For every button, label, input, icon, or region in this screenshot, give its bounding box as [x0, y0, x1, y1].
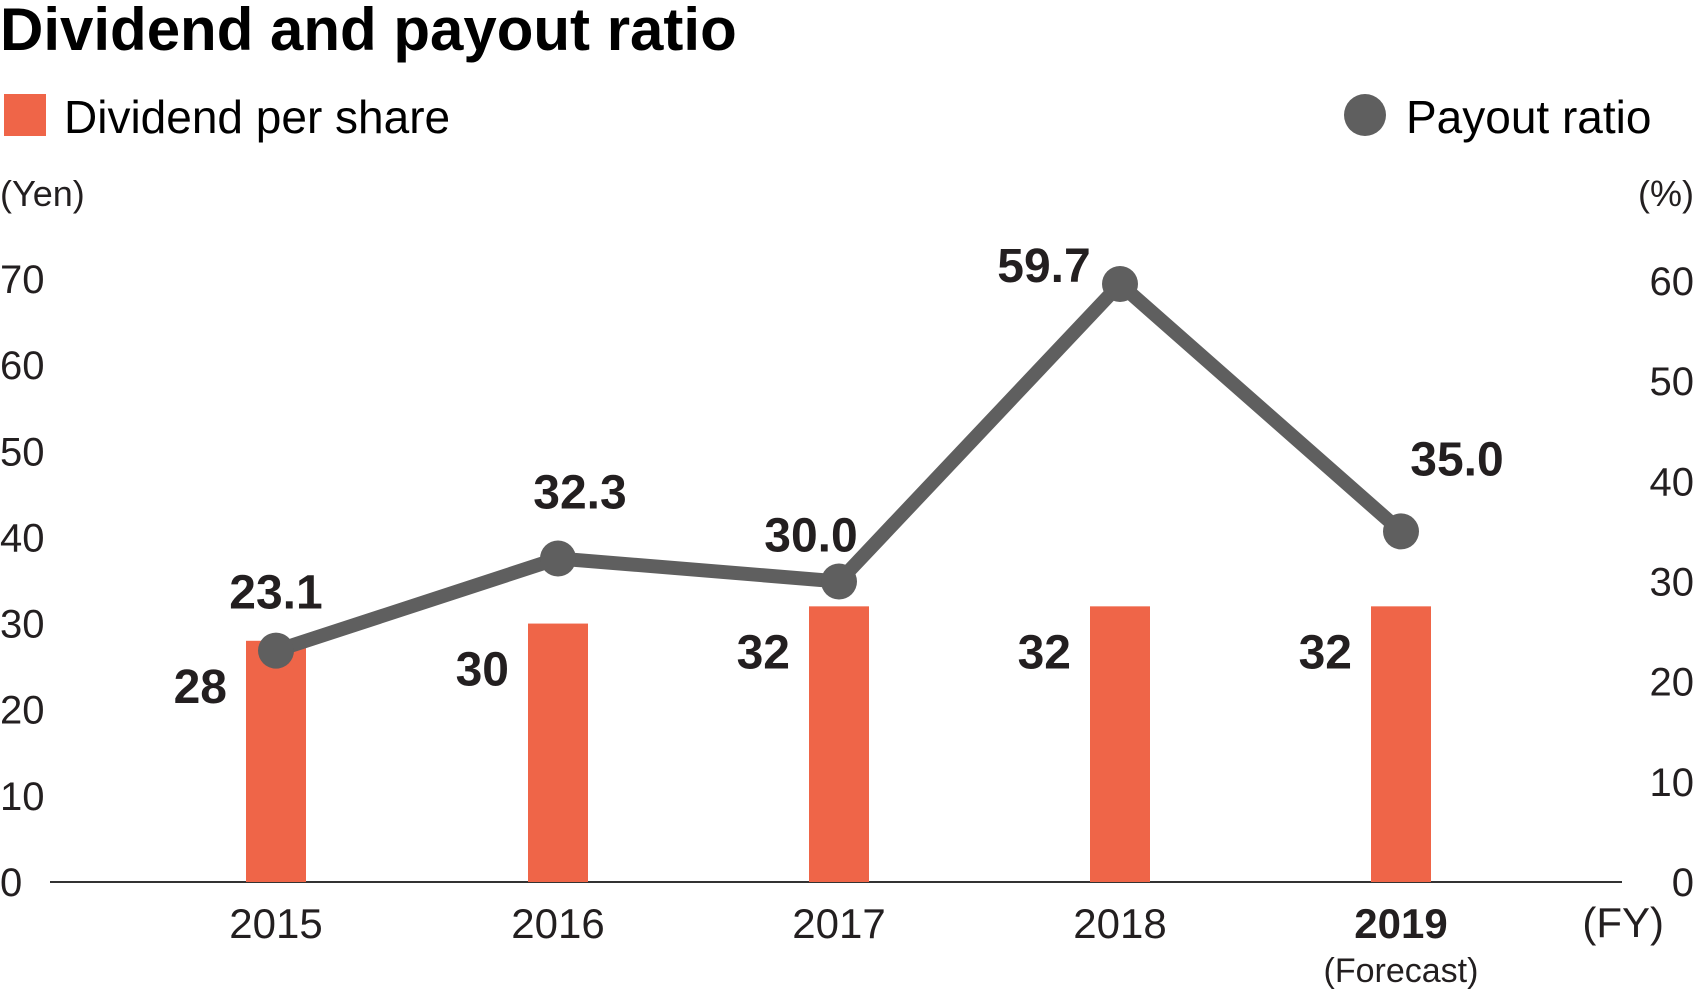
left-tick-7: 70 [0, 258, 45, 302]
x-axis-ticks: 2015 2016 2017 2018 2019 (Forecast) [229, 900, 1478, 990]
left-tick-6: 60 [0, 344, 45, 388]
dividend-bar-2016 [528, 623, 588, 882]
left-tick-5: 50 [0, 430, 45, 474]
left-axis-ticks: 0 10 20 30 40 50 60 70 [0, 258, 45, 905]
dividend-label-2017: 32 [737, 626, 790, 679]
x-tick-2019: 2019 [1354, 900, 1447, 947]
right-tick-0: 0 [1672, 861, 1694, 905]
left-tick-1: 10 [0, 775, 45, 819]
payout-point-labels: 23.1 32.3 30.0 59.7 35.0 [229, 240, 1503, 620]
dividend-label-2018: 32 [1018, 626, 1071, 679]
legend: Dividend per share Payout ratio [4, 91, 1651, 143]
x-tick-2017: 2017 [792, 900, 885, 947]
chart-title: Dividend and payout ratio [0, 0, 737, 63]
right-tick-6: 60 [1650, 260, 1695, 304]
dividend-bars [246, 606, 1431, 882]
payout-point-2016 [540, 540, 576, 577]
dividend-bar-2019 [1371, 606, 1431, 882]
left-tick-4: 40 [0, 516, 45, 560]
payout-label-2016: 32.3 [533, 466, 626, 519]
left-axis-unit: (Yen) [0, 173, 85, 214]
dividend-bar-labels: 28 30 32 32 32 [174, 626, 1352, 713]
x-axis-unit: (FY) [1582, 899, 1664, 946]
dividend-label-2015: 28 [174, 661, 227, 714]
dividend-bar-2015 [246, 640, 306, 882]
payout-point-2015 [258, 632, 294, 669]
right-axis-ticks: 0 10 20 30 40 50 60 [1650, 260, 1695, 905]
payout-line-layer [258, 266, 1419, 669]
legend-label-payout: Payout ratio [1406, 91, 1651, 143]
right-tick-4: 40 [1650, 460, 1695, 504]
x-tick-2016: 2016 [511, 900, 604, 947]
right-tick-2: 20 [1650, 661, 1695, 705]
left-tick-2: 20 [0, 689, 45, 733]
payout-label-2019: 35.0 [1410, 433, 1503, 486]
legend-marker-payout [1344, 94, 1386, 136]
dividend-bar-2018 [1090, 606, 1150, 882]
left-tick-3: 30 [0, 603, 45, 647]
right-axis-unit: (%) [1638, 173, 1694, 214]
x-tick-2018: 2018 [1073, 900, 1166, 947]
right-tick-5: 50 [1650, 360, 1695, 404]
right-tick-3: 30 [1650, 561, 1695, 605]
left-tick-0: 0 [0, 861, 22, 905]
payout-point-2019 [1383, 513, 1419, 550]
legend-swatch-dividend [4, 94, 46, 136]
payout-label-2017: 30.0 [764, 510, 857, 563]
payout-point-2017 [821, 563, 857, 600]
payout-point-2018 [1102, 266, 1138, 303]
x-tick-2015: 2015 [229, 900, 322, 947]
dividend-bar-2017 [809, 606, 869, 882]
legend-label-dividend: Dividend per share [64, 91, 450, 143]
dividend-label-2019: 32 [1299, 626, 1352, 679]
right-tick-1: 10 [1650, 761, 1695, 805]
dividend-label-2016: 30 [456, 644, 509, 697]
x-tick-note-2019: (Forecast) [1324, 952, 1479, 990]
payout-label-2015: 23.1 [229, 567, 322, 620]
payout-label-2018: 59.7 [997, 240, 1090, 293]
